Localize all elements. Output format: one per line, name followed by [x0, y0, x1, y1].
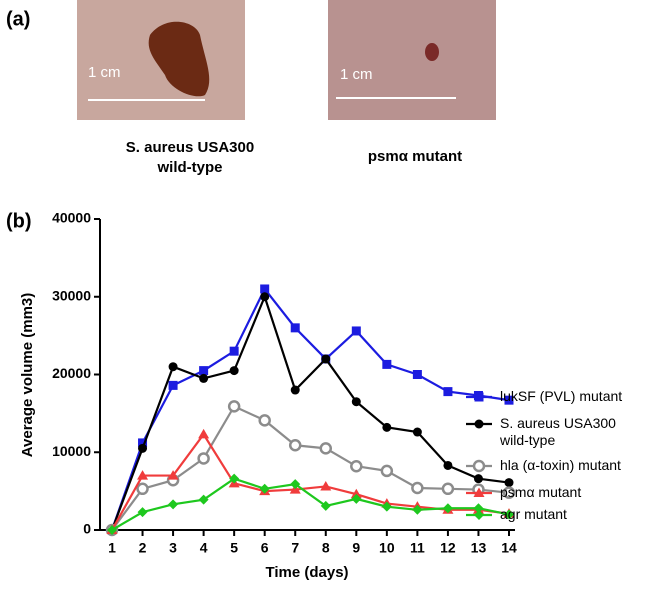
marker: [473, 487, 485, 497]
panel-label: (b): [6, 210, 32, 232]
scale-label: 1 cm: [340, 66, 373, 83]
legend-label: psmα mutant: [500, 484, 582, 500]
marker: [350, 488, 362, 499]
marker: [290, 479, 301, 490]
marker: [229, 473, 240, 484]
x-tick-label: 10: [379, 540, 395, 556]
series-line: [110, 286, 510, 531]
y-tick-label: 40000: [52, 210, 91, 226]
x-tick-label: 7: [291, 540, 299, 556]
marker: [167, 470, 179, 480]
marker: [380, 464, 394, 478]
x-tick-label: 5: [230, 540, 238, 556]
marker: [443, 460, 453, 470]
marker: [443, 387, 453, 397]
marker: [319, 442, 333, 455]
x-tick-label: 11: [410, 540, 425, 556]
marker: [474, 419, 484, 429]
y-tick-label: 0: [83, 521, 91, 537]
marker: [320, 500, 331, 511]
marker: [321, 354, 331, 364]
x-tick-label: 3: [169, 540, 177, 556]
legend-label: hla (α-toxin) mutant: [500, 457, 621, 473]
lesion: [425, 43, 439, 61]
marker: [199, 366, 209, 376]
marker: [412, 370, 422, 379]
marker: [320, 480, 332, 491]
marker: [351, 397, 361, 407]
marker: [382, 422, 392, 432]
marker: [382, 359, 392, 369]
marker: [473, 474, 483, 484]
y-tick-label: 20000: [52, 365, 91, 381]
marker: [199, 373, 209, 383]
y-axis-title: Average volume (mm3): [19, 293, 36, 458]
lesion: [148, 21, 210, 97]
scale-label: 1 cm: [88, 64, 121, 81]
marker: [474, 510, 484, 520]
photo-caption: psmα mutant: [367, 148, 463, 165]
marker: [168, 499, 179, 510]
marker: [107, 525, 117, 535]
photo-caption: S. aureus USA300 wild-type: [125, 139, 255, 176]
x-tick-label: 9: [352, 540, 360, 556]
marker: [198, 494, 209, 505]
marker: [290, 323, 300, 333]
y-tick-label: 10000: [52, 443, 91, 459]
marker: [472, 459, 486, 473]
legend-label: S. aureus USA300 wild-type: [500, 415, 616, 448]
photo: [328, 0, 496, 120]
x-tick-label: 1: [108, 540, 116, 556]
marker: [260, 292, 270, 302]
marker: [502, 486, 516, 499]
marker: [441, 482, 455, 496]
marker: [411, 481, 424, 495]
x-tick-label: 6: [261, 540, 269, 556]
series-line: [110, 293, 510, 531]
marker: [137, 507, 148, 518]
marker: [474, 392, 484, 402]
marker: [168, 362, 178, 372]
panel-label: (a): [6, 8, 30, 30]
marker: [412, 427, 422, 437]
x-tick-label: 2: [139, 540, 147, 556]
marker: [138, 438, 148, 448]
marker: [381, 501, 392, 512]
marker: [259, 483, 270, 494]
marker: [137, 470, 149, 480]
marker: [260, 284, 270, 294]
marker: [288, 439, 302, 452]
marker: [229, 366, 239, 376]
series-line: [111, 477, 510, 531]
x-tick-label: 13: [471, 540, 487, 556]
marker: [198, 428, 210, 439]
marker: [227, 400, 241, 413]
marker: [197, 452, 210, 465]
marker: [504, 478, 514, 488]
x-tick-label: 4: [200, 540, 208, 556]
marker: [229, 346, 239, 356]
marker: [504, 509, 514, 520]
marker: [168, 380, 178, 390]
legend-label: lukSF (PVL) mutant: [500, 388, 623, 404]
marker: [351, 493, 362, 504]
marker: [290, 385, 300, 395]
x-tick-label: 14: [501, 540, 517, 556]
marker: [351, 326, 361, 336]
marker: [350, 459, 363, 473]
x-tick-label: 12: [440, 540, 456, 556]
x-tick-label: 8: [322, 540, 330, 556]
y-tick-label: 30000: [52, 287, 91, 303]
marker: [136, 482, 149, 496]
marker: [258, 414, 271, 427]
marker: [442, 503, 453, 514]
marker: [412, 504, 423, 515]
x-axis-title: Time (days): [265, 564, 348, 581]
marker: [473, 503, 484, 514]
marker: [138, 443, 148, 453]
legend-label: agr mutant: [500, 506, 567, 522]
marker: [504, 395, 514, 405]
